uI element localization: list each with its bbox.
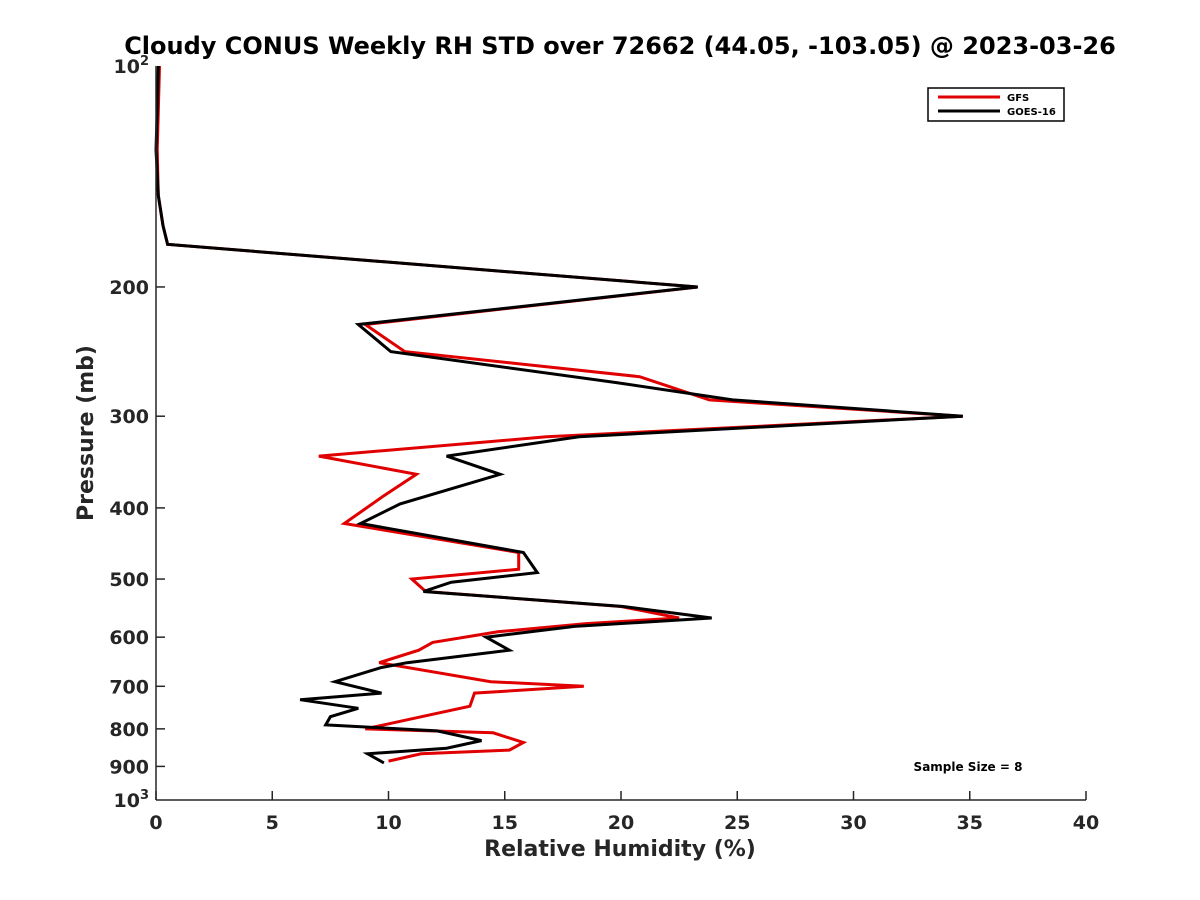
sample-size-annotation: Sample Size = 8 [914, 760, 1023, 774]
legend: GFS GOES-16 [927, 87, 1065, 122]
plot-lines [154, 65, 963, 765]
x-axis-label: Relative Humidity (%) [484, 837, 756, 862]
series-line-goes-16 [154, 65, 963, 765]
y-tick-label: 600 [109, 627, 149, 649]
y-axis-label: Pressure (mb) [74, 345, 99, 521]
legend-label-gfs: GFS [1007, 93, 1029, 104]
legend-label-goes-16: GOES-16 [1007, 107, 1056, 118]
x-tick-label: 5 [266, 812, 279, 834]
chart-title: Cloudy CONUS Weekly RH STD over 72662 (4… [124, 32, 1116, 60]
x-tick-label: 30 [840, 812, 866, 834]
x-tick-label: 40 [1073, 812, 1099, 834]
y-tick-label: 400 [109, 498, 149, 520]
y-tick-label: 700 [109, 676, 149, 698]
x-tick-label: 25 [724, 812, 750, 834]
y-tick-label: 900 [109, 756, 149, 778]
x-tick-label: 0 [149, 812, 162, 834]
x-tick-label: 15 [492, 812, 518, 834]
y-tick-label: 103 [114, 788, 150, 812]
legend-box [927, 87, 1065, 122]
series-line-gfs [155, 65, 963, 763]
axes: 0 5 10 15 20 25 30 35 40 102 200 300 400 500 600 700 800… [109, 54, 1099, 834]
x-tick-label: 20 [608, 812, 634, 834]
y-tick-label: 500 [109, 569, 149, 591]
y-tick-label: 102 [114, 54, 150, 78]
y-tick-label: 200 [109, 277, 149, 299]
y-tick-label: 300 [109, 406, 149, 428]
x-tick-label: 35 [957, 812, 983, 834]
y-tick-label: 800 [109, 719, 149, 741]
x-tick-label: 10 [375, 812, 401, 834]
